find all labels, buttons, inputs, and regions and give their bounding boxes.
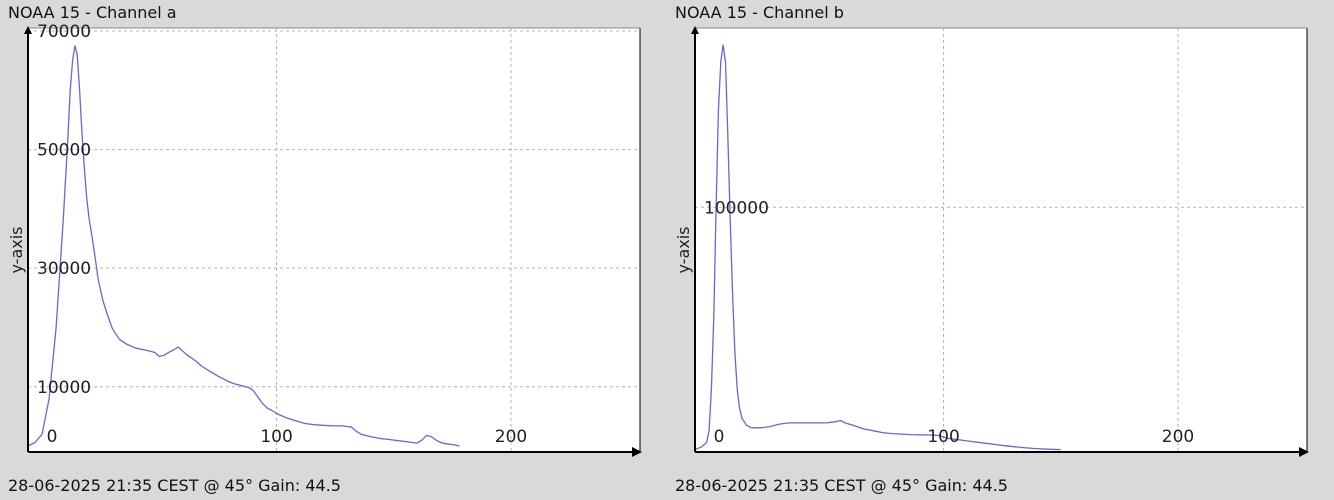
plot-area bbox=[695, 28, 1307, 452]
y-tick-label: 70000 bbox=[37, 22, 91, 42]
x-tick-label: 200 bbox=[495, 427, 527, 447]
plot-area bbox=[28, 28, 640, 452]
y-tick-label: 50000 bbox=[37, 141, 91, 161]
data-line bbox=[27, 45, 460, 447]
chart-canvas: 0 100 200 100000 y-axis bbox=[674, 26, 1309, 457]
chart-title: NOAA 15 - Channel b bbox=[675, 3, 844, 22]
y-tick-label: 100000 bbox=[704, 198, 769, 218]
chart-footer: 28-06-2025 21:35 CEST @ 45° Gain: 44.5 bbox=[8, 476, 341, 495]
x-tick-label: 200 bbox=[1162, 427, 1194, 447]
x-tick-label: 100 bbox=[260, 427, 292, 447]
y-tick-label: 10000 bbox=[37, 378, 91, 398]
chart-footer: 28-06-2025 21:35 CEST @ 45° Gain: 44.5 bbox=[675, 476, 1008, 495]
chart-panel-b: NOAA 15 - Channel b 0 100 200 100000 y-axis … bbox=[667, 0, 1334, 500]
x-tick-label: 0 bbox=[47, 427, 58, 447]
y-axis-label: y-axis bbox=[674, 226, 693, 273]
y-axis-arrow bbox=[24, 26, 32, 34]
chart-canvas: 0 100 200 10000 30000 50000 70000 y-axis bbox=[7, 22, 642, 457]
y-axis-arrow bbox=[691, 26, 699, 34]
y-axis-label: y-axis bbox=[7, 226, 26, 273]
x-tick-label: 100 bbox=[927, 427, 959, 447]
y-tick-label: 30000 bbox=[37, 259, 91, 279]
chart-title: NOAA 15 - Channel a bbox=[8, 3, 177, 22]
chart-panel-a: NOAA 15 - Channel a 0 100 200 10000 30000 500… bbox=[7, 3, 642, 495]
data-line bbox=[694, 44, 1061, 451]
x-tick-label: 0 bbox=[714, 427, 725, 447]
x-axis-arrow bbox=[1299, 447, 1309, 457]
x-axis-arrow bbox=[632, 447, 642, 457]
